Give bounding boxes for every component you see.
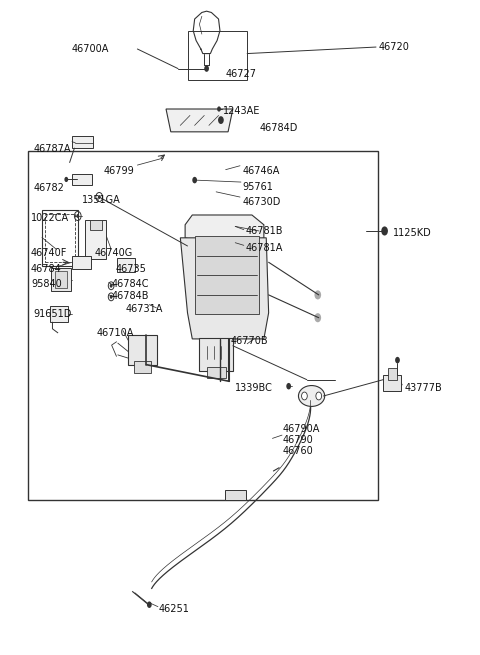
Bar bbox=[51, 268, 71, 291]
Circle shape bbox=[316, 392, 322, 400]
Text: 46790A: 46790A bbox=[283, 424, 320, 434]
Text: 46770B: 46770B bbox=[230, 335, 268, 346]
Text: 46700A: 46700A bbox=[72, 44, 109, 54]
Text: 95761: 95761 bbox=[242, 181, 273, 192]
Text: 43777B: 43777B bbox=[405, 383, 443, 392]
Bar bbox=[128, 335, 157, 365]
Circle shape bbox=[147, 601, 152, 608]
Text: 46720: 46720 bbox=[378, 42, 409, 52]
Bar bbox=[72, 174, 92, 185]
Bar bbox=[72, 136, 94, 148]
Circle shape bbox=[395, 357, 400, 364]
Text: 1022CA: 1022CA bbox=[31, 213, 69, 223]
Text: 46781A: 46781A bbox=[246, 243, 283, 253]
Text: 46730D: 46730D bbox=[242, 196, 281, 206]
Bar bbox=[72, 255, 91, 269]
Bar bbox=[45, 214, 75, 261]
Text: 46799: 46799 bbox=[104, 166, 135, 176]
Circle shape bbox=[76, 214, 79, 218]
Bar bbox=[85, 220, 107, 259]
Bar bbox=[383, 375, 401, 391]
Bar bbox=[188, 31, 247, 80]
Bar bbox=[117, 257, 135, 272]
Polygon shape bbox=[166, 109, 233, 132]
Bar bbox=[55, 271, 67, 288]
Circle shape bbox=[217, 106, 221, 111]
Bar bbox=[199, 338, 233, 371]
Text: 46710A: 46710A bbox=[97, 328, 134, 338]
Text: 1125KD: 1125KD bbox=[393, 228, 432, 238]
Text: 46787A: 46787A bbox=[34, 144, 72, 154]
Bar bbox=[50, 306, 68, 322]
Text: 46760: 46760 bbox=[283, 446, 314, 456]
Text: 1339BC: 1339BC bbox=[235, 383, 273, 392]
Circle shape bbox=[98, 195, 101, 199]
Polygon shape bbox=[185, 215, 264, 241]
Circle shape bbox=[314, 290, 321, 299]
Text: 46784B: 46784B bbox=[111, 291, 149, 301]
Polygon shape bbox=[180, 238, 269, 339]
Text: 1243AE: 1243AE bbox=[223, 106, 261, 116]
Text: 46784C: 46784C bbox=[111, 280, 149, 290]
Circle shape bbox=[301, 392, 307, 400]
Bar bbox=[28, 151, 378, 500]
Text: 46746A: 46746A bbox=[242, 166, 280, 176]
Bar bbox=[134, 362, 151, 373]
Circle shape bbox=[110, 295, 113, 299]
Circle shape bbox=[204, 66, 209, 72]
Bar bbox=[90, 220, 102, 230]
Text: 46735: 46735 bbox=[116, 265, 147, 274]
Bar bbox=[195, 236, 259, 314]
Bar bbox=[225, 490, 246, 500]
Text: 46784: 46784 bbox=[31, 265, 62, 274]
Text: 46784D: 46784D bbox=[259, 123, 298, 133]
Circle shape bbox=[64, 177, 68, 182]
Ellipse shape bbox=[299, 386, 324, 406]
Circle shape bbox=[381, 227, 388, 236]
Bar bbox=[42, 210, 78, 265]
Circle shape bbox=[110, 284, 113, 288]
Circle shape bbox=[192, 177, 197, 183]
Text: 46790: 46790 bbox=[283, 435, 314, 445]
Text: 95840: 95840 bbox=[31, 280, 62, 290]
Circle shape bbox=[314, 313, 321, 322]
Text: 1351GA: 1351GA bbox=[82, 195, 120, 204]
Circle shape bbox=[218, 116, 224, 124]
Bar bbox=[206, 367, 226, 379]
Text: 46731A: 46731A bbox=[125, 304, 163, 314]
Text: 46727: 46727 bbox=[226, 69, 257, 79]
Circle shape bbox=[286, 383, 291, 390]
Text: 46740G: 46740G bbox=[95, 248, 132, 258]
Text: 46251: 46251 bbox=[159, 605, 190, 614]
Text: 46782: 46782 bbox=[34, 183, 65, 193]
Text: 46781B: 46781B bbox=[246, 226, 283, 236]
Bar bbox=[388, 368, 396, 380]
Text: 91651D: 91651D bbox=[34, 309, 72, 319]
Text: 46740F: 46740F bbox=[31, 248, 67, 258]
